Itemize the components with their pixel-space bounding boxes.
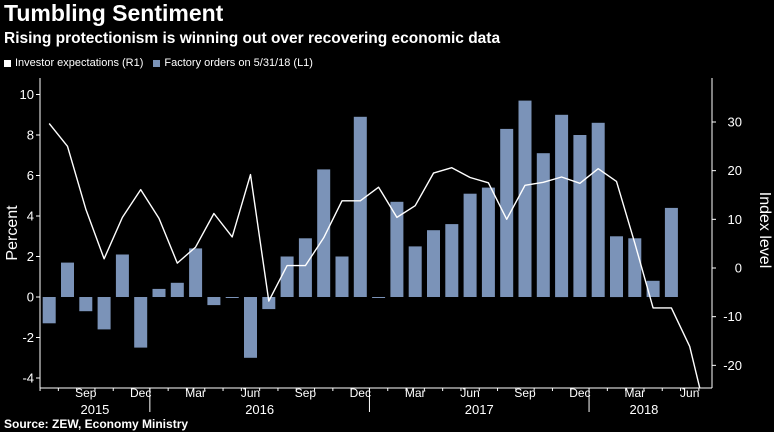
bar-feb-2018 <box>610 236 623 298</box>
legend-item-investor-expectations: Investor expectations (R1) <box>4 57 143 69</box>
bar-dec-2017 <box>573 135 587 297</box>
bar-nov-2016 <box>335 256 349 297</box>
bar-oct-2017 <box>536 153 550 297</box>
bar-jul-2016 <box>262 297 276 310</box>
bar-jan-2017 <box>372 297 386 298</box>
x-month-label: Jun <box>680 386 699 400</box>
bar-dec-2015 <box>134 297 148 348</box>
bar-sep-2016 <box>298 238 312 297</box>
x-month-label: Sep <box>514 386 536 400</box>
x-year-label: 2017 <box>465 402 494 417</box>
left-tick-label: 10 <box>20 87 34 102</box>
bar-aug-2015 <box>61 262 74 297</box>
legend-swatch-line <box>4 59 11 67</box>
bars-layer <box>42 100 678 358</box>
bar-may-2018 <box>664 207 678 297</box>
x-month-label: Mar <box>185 386 206 400</box>
x-month-label: Dec <box>130 386 151 400</box>
left-tick-label: 6 <box>27 168 34 183</box>
bar-nov-2015 <box>115 254 129 297</box>
x-year-label: 2016 <box>245 402 274 417</box>
bar-sep-2015 <box>79 297 93 312</box>
bar-mar-2016 <box>189 248 203 297</box>
x-month-label: Mar <box>624 386 645 400</box>
bar-feb-2017 <box>390 201 404 297</box>
bar-may-2016 <box>225 297 239 298</box>
chart-title: Tumbling Sentiment <box>4 0 224 26</box>
left-tick-label: 8 <box>27 128 34 143</box>
bar-nov-2017 <box>555 114 569 298</box>
line-layer <box>48 123 701 389</box>
bar-mar-2018 <box>628 238 642 297</box>
x-month-label: Dec <box>350 386 371 400</box>
bar-feb-2016 <box>170 282 184 297</box>
x-year-label: 2015 <box>80 402 109 417</box>
left-tick-label: 2 <box>27 249 34 264</box>
bar-mar-2017 <box>408 246 422 297</box>
bar-jun-2016 <box>244 297 257 358</box>
right-tick-label: 30 <box>728 114 742 129</box>
x-month-label: Jun <box>460 386 479 400</box>
bar-apr-2016 <box>207 297 221 306</box>
legend: Investor expectations (R1) Factory order… <box>4 56 323 70</box>
legend-item-factory-orders: Factory orders on 5/31/18 (L1) <box>153 57 313 69</box>
bar-oct-2015 <box>97 297 111 330</box>
bar-aug-2017 <box>500 128 514 297</box>
legend-swatch-bar <box>153 59 161 67</box>
x-month-label: Jun <box>241 386 260 400</box>
right-tick-label: 20 <box>728 163 742 178</box>
bar-aug-2016 <box>280 256 294 297</box>
x-month-label: Sep <box>295 386 317 400</box>
x-month-label: Sep <box>75 386 97 400</box>
legend-label-bar: Factory orders on 5/31/18 (L1) <box>164 57 313 69</box>
left-tick-label: -2 <box>22 330 34 345</box>
bar-may-2017 <box>445 224 459 297</box>
left-axis-title: Percent <box>4 205 21 261</box>
left-tick-label: 0 <box>27 290 34 305</box>
bar-jun-2017 <box>463 193 477 297</box>
left-tick-label: -4 <box>22 371 34 386</box>
x-month-label: Dec <box>569 386 590 400</box>
right-axis-title: Index level <box>756 192 773 269</box>
x-month-label: Mar <box>405 386 426 400</box>
source-note: Source: ZEW, Economy Ministry <box>4 417 189 431</box>
line-investor-expectations <box>48 123 701 389</box>
bar-dec-2016 <box>353 116 367 297</box>
right-tick-label: -20 <box>723 358 742 373</box>
bar-sep-2017 <box>518 100 532 297</box>
bar-jan-2016 <box>152 288 166 297</box>
bar-jul-2017 <box>481 187 495 297</box>
left-tick-label: 4 <box>27 209 34 224</box>
bar-apr-2017 <box>427 230 440 297</box>
bar-jul-2015 <box>42 297 56 324</box>
legend-label-line: Investor expectations (R1) <box>15 57 144 69</box>
x-year-label: 2018 <box>629 402 658 417</box>
right-tick-label: -10 <box>723 309 742 324</box>
bar-jan-2018 <box>591 122 605 297</box>
bar-apr-2018 <box>646 280 660 297</box>
right-tick-label: 0 <box>735 261 742 276</box>
bar-oct-2016 <box>317 169 331 297</box>
right-tick-label: 10 <box>728 212 742 227</box>
chart-subtitle: Rising protectionism is winning out over… <box>4 30 501 47</box>
